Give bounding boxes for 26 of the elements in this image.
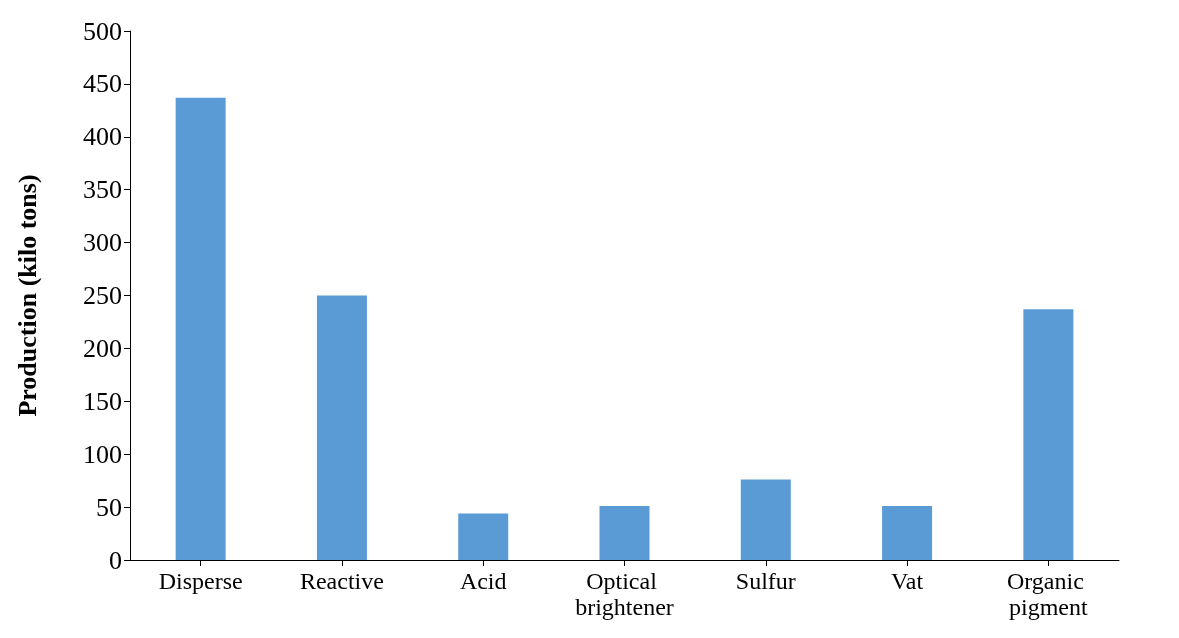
bar	[175, 97, 226, 560]
y-tick-label: 150	[83, 386, 122, 416]
bar	[458, 513, 509, 560]
y-tick-label: 400	[83, 122, 122, 152]
y-tick-label: 200	[83, 333, 122, 363]
y-tick-label: 50	[96, 492, 122, 522]
x-tick-label: Sulfur	[735, 568, 796, 594]
x-tick-label: Acid	[459, 568, 507, 594]
bar	[882, 506, 933, 560]
bar	[316, 295, 367, 560]
y-tick-label: 0	[109, 545, 122, 575]
x-tick-label: Reactive	[299, 568, 384, 594]
bar	[740, 479, 791, 560]
bar	[599, 506, 650, 560]
y-tick-label: 500	[83, 16, 122, 46]
x-tick-label: Vat	[891, 568, 924, 594]
x-tick-label: Organic pigment	[1006, 568, 1090, 620]
bar	[1023, 309, 1074, 560]
y-tick-label: 300	[83, 228, 122, 258]
x-tick-label: Optical brightener	[575, 568, 674, 620]
y-tick-label: 100	[83, 439, 122, 469]
y-tick-label: 350	[83, 175, 122, 205]
y-tick-label: 450	[83, 69, 122, 99]
y-tick-label: 250	[83, 281, 122, 310]
x-tick-label: Disperse	[158, 568, 243, 594]
y-axis-title: Production (kilo tons)	[12, 174, 42, 417]
